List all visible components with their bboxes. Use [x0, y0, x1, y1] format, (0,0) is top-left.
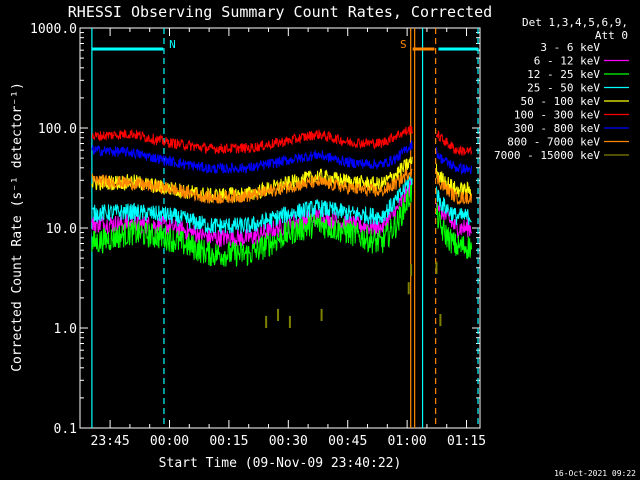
legend-entry-label: 800 - 7000 keV — [507, 136, 600, 149]
y-tick-label: 1.0 — [54, 322, 77, 337]
series-line-2 — [91, 181, 473, 267]
flag-label: S — [400, 38, 407, 51]
x-tick-label: 00:00 — [150, 434, 189, 449]
y-tick-label: 100.0 — [38, 122, 77, 137]
legend-entry-label: 100 - 300 keV — [514, 109, 600, 122]
y-axis-label: Corrected Count Rate (s⁻¹ detector⁻¹) — [10, 82, 25, 372]
y-tick-label: 1000.0 — [30, 22, 77, 37]
vertical-markers — [91, 28, 479, 428]
legend-entry-label: 300 - 800 keV — [514, 122, 600, 135]
legend-header: Det 1,3,4,5,6,9, — [522, 16, 628, 29]
x-tick-label: 23:45 — [91, 434, 130, 449]
legend-header: Att 0 — [595, 29, 628, 42]
x-tick-label: 00:30 — [269, 434, 308, 449]
flag-label: N — [169, 38, 176, 51]
legend-entry-label: 7000 - 15000 keV — [494, 149, 600, 162]
legend-entry-label: 25 - 50 keV — [527, 82, 600, 95]
series-line-6 — [91, 140, 473, 176]
x-tick-label: 00:15 — [209, 434, 248, 449]
footer-date: 16-Oct-2021 09:22 — [554, 469, 636, 478]
x-tick-label: 01:15 — [447, 434, 486, 449]
x-tick-label: 01:00 — [388, 434, 427, 449]
axis-ticks: 0.1 1.0 10.0 100.0 1000.0 23:45 00:00 00:15 00:3… — [30, 22, 486, 449]
data-series — [91, 125, 473, 328]
legend-entry-label: 3 - 6 keV — [540, 41, 600, 54]
y-tick-label: 10.0 — [46, 222, 77, 237]
legend-entry-label: 6 - 12 keV — [534, 55, 601, 68]
x-tick-label: 00:45 — [328, 434, 367, 449]
series-line-7 — [91, 168, 473, 205]
legend-entry-label: 50 - 100 keV — [521, 95, 601, 108]
legend-entry-label: 12 - 25 keV — [527, 68, 600, 81]
chart-title: RHESSI Observing Summary Count Rates, Co… — [68, 3, 492, 21]
series-line-3 — [91, 174, 472, 235]
series-line-5 — [91, 125, 473, 156]
x-axis-label: Start Time (09-Nov-09 23:40:22) — [159, 456, 402, 471]
y-tick-label: 0.1 — [54, 422, 77, 437]
